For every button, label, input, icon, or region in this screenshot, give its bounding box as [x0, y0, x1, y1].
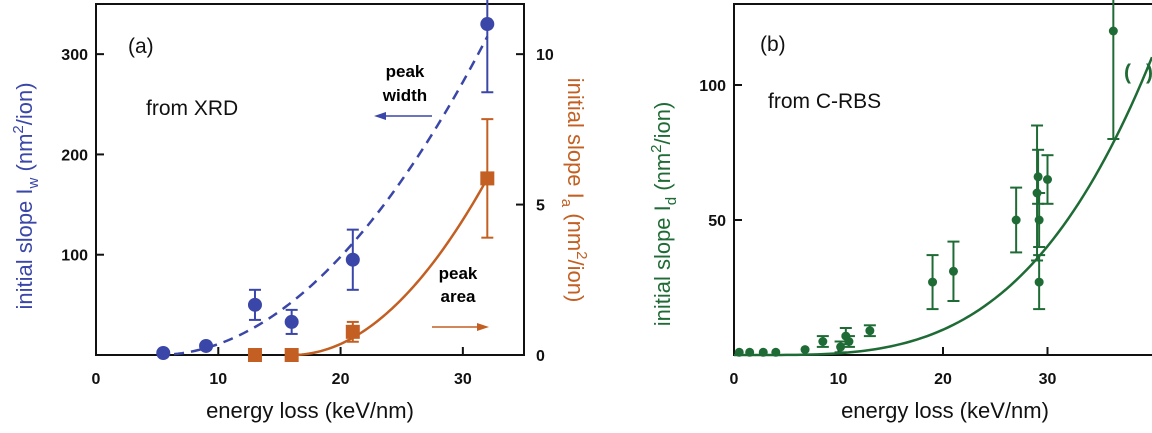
source-label-a: from XRD: [146, 97, 238, 120]
y-tick-label-right: 0: [536, 348, 545, 365]
fit-curve: [291, 177, 489, 357]
data-point: [800, 345, 810, 355]
x-tick-label: 0: [730, 371, 739, 388]
data-point: [284, 348, 299, 362]
source-label-b: from C-RBS: [768, 90, 881, 113]
x-tick-label: 30: [1039, 371, 1057, 388]
y-tick-label-left: 50: [708, 213, 726, 230]
data-point: [928, 277, 938, 287]
data-point: [1108, 26, 1118, 36]
y-tick-label-right: 10: [536, 47, 554, 64]
data-point: [734, 347, 744, 357]
panel-b: 0 10 20 30 50 100 (b) from C-RBS ( ) energy l…: [648, 0, 1152, 423]
data-point: [865, 326, 875, 336]
data-point: [345, 252, 360, 267]
y-axis-title-right-a: initial slope Ia (nm2/ion): [558, 78, 590, 303]
fit-curve: [734, 56, 1152, 357]
x-tick-label: 10: [209, 371, 227, 388]
x-axis-title-b: energy loss (keV/nm): [841, 398, 1049, 423]
left-arrow-icon: [374, 112, 432, 120]
data-point: [745, 347, 755, 357]
paren-left: (: [1124, 61, 1131, 84]
data-point: [1011, 215, 1021, 225]
y-tick-label-left: 300: [61, 47, 88, 64]
data-point: [480, 171, 495, 186]
data-point: [948, 266, 958, 276]
data-marks-b: [734, 0, 1120, 357]
peak-width-label-line1: peak: [386, 62, 425, 81]
y-axis-title-b: initial slope Id (nm2/ion): [648, 102, 680, 327]
x-axis-title-a: energy loss (keV/nm): [206, 398, 414, 423]
y-tick-label-left: 100: [61, 248, 88, 265]
x-tick-label: 10: [830, 371, 848, 388]
fit-curve: [157, 36, 489, 357]
axis-ticks-b: 0 10 20 30 50 100: [699, 78, 1056, 388]
data-point: [345, 324, 360, 339]
right-arrow-icon: [432, 323, 489, 331]
x-tick-label: 30: [454, 371, 472, 388]
data-point: [480, 17, 495, 32]
data-point: [771, 347, 781, 357]
panel-label-a: (a): [128, 35, 154, 58]
data-point: [844, 337, 854, 346]
y-tick-label-left: 200: [61, 147, 88, 164]
y-tick-label-left: 100: [699, 78, 726, 95]
x-tick-label: 20: [332, 371, 350, 388]
data-point: [199, 338, 214, 353]
data-marks-a: [156, 0, 495, 362]
x-tick-label: 20: [934, 371, 952, 388]
axis-ticks-a: 0 10 20 30 100 200 300 0 5 10: [61, 47, 554, 388]
data-point: [1043, 175, 1052, 184]
peak-area-label-line1: peak: [439, 264, 478, 283]
plot-area-b: [733, 3, 1152, 356]
fit-curves-a: [157, 36, 489, 357]
data-point: [1034, 215, 1044, 225]
peak-area-label-line2: area: [441, 287, 477, 306]
y-axis-title-left-a: initial slope Iw (nm2/ion): [10, 82, 42, 309]
data-point: [1033, 172, 1043, 182]
x-tick-label: 0: [92, 371, 101, 388]
plot-area-a: [95, 3, 525, 356]
peak-width-label-line2: width: [382, 86, 427, 105]
paren-right: ): [1146, 61, 1152, 84]
data-point: [247, 297, 262, 312]
y-tick-label-right: 5: [536, 198, 545, 215]
data-point: [156, 345, 171, 360]
data-point: [1034, 277, 1044, 287]
data-point: [818, 337, 828, 346]
panel-label-b: (b): [760, 33, 786, 56]
data-point: [758, 347, 768, 357]
data-point: [284, 314, 299, 329]
panel-a: 0 10 20 30 100 200 300 0 5 10 (a) from XRD peak w…: [10, 0, 590, 423]
data-point: [247, 348, 262, 362]
fit-curves-b: [734, 56, 1152, 357]
